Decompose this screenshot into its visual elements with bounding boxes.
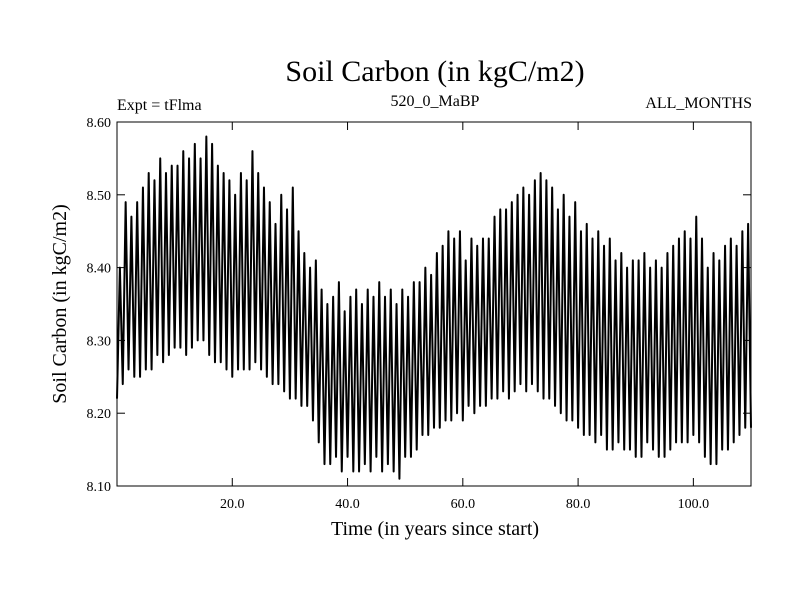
x-tick-label: 80.0 bbox=[566, 497, 591, 512]
x-tick-label: 100.0 bbox=[678, 497, 710, 512]
x-tick-label: 20.0 bbox=[220, 497, 245, 512]
y-axis-label: Soil Carbon (in kgC/m2) bbox=[49, 204, 71, 403]
subtitle-period: 520_0_MaBP bbox=[391, 93, 480, 110]
plot-series-group bbox=[116, 135, 752, 480]
y-tick-label: 8.40 bbox=[87, 262, 112, 277]
y-tick-label: 8.20 bbox=[87, 407, 112, 422]
y-tick-label: 8.10 bbox=[87, 480, 112, 495]
x-axis-label: Time (in years since start) bbox=[331, 518, 539, 540]
y-tick-label: 8.50 bbox=[87, 189, 112, 204]
x-tick-label: 60.0 bbox=[451, 497, 476, 512]
subtitle-expt: Expt = tFlma bbox=[117, 97, 202, 114]
subtitle-months: ALL_MONTHS bbox=[645, 95, 752, 112]
chart-title: Soil Carbon (in kgC/m2) bbox=[285, 55, 584, 88]
plot-frame bbox=[116, 121, 752, 487]
y-tick-label: 8.30 bbox=[87, 334, 112, 349]
y-tick-label: 8.60 bbox=[87, 116, 112, 131]
x-tick-label: 40.0 bbox=[335, 497, 360, 512]
series-line-soil-carbon bbox=[116, 135, 752, 480]
axis-ticks-group: 20.0 40.0 60.0 80.0 100.0 8.10 8.20 8.30 8.40 8.5… bbox=[87, 116, 751, 512]
